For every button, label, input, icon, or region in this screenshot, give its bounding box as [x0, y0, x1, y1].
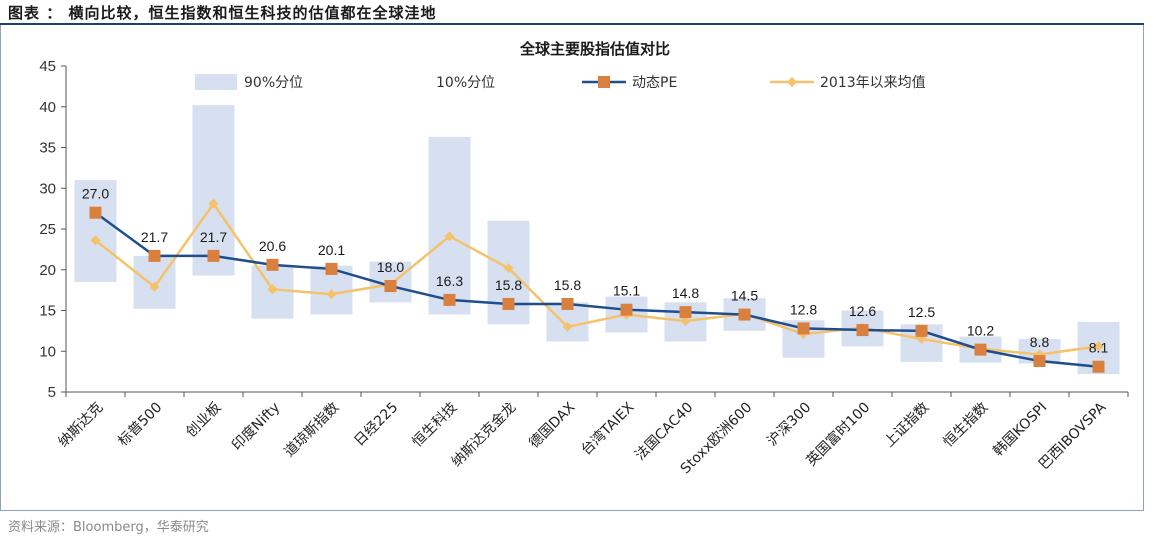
x-tick-label: 创业板 — [183, 400, 224, 441]
legend-label: 动态PE — [632, 75, 677, 91]
x-tick-label: 台湾TAIEX — [578, 399, 638, 459]
pe-line — [94, 211, 1099, 368]
chart-legend: 90%分位 10%分位 动态PE 2013年以来均值 — [195, 74, 926, 91]
data-label: 14.8 — [672, 285, 699, 301]
legend-label: 90%分位 — [244, 75, 303, 91]
x-tick-label: 日经225 — [351, 400, 401, 450]
x-tick-label: 法国CAC40 — [632, 400, 696, 464]
chart-title: 全球主要股指估值对比 — [519, 40, 670, 58]
mean-marker — [267, 284, 278, 295]
pe-marker — [974, 343, 987, 356]
data-label: 14.5 — [731, 288, 758, 304]
x-tick-label: 道琼斯指数 — [282, 400, 343, 461]
y-tick-label: 40 — [39, 99, 56, 116]
legend-label: 10%分位 — [436, 75, 495, 91]
y-tick-label: 30 — [39, 180, 56, 197]
pe-marker — [325, 262, 338, 275]
data-label: 15.8 — [495, 277, 522, 293]
legend-marker-mean — [787, 77, 797, 87]
x-tick-label: 德国DAX — [526, 399, 578, 451]
x-tick-label: 英国富时100 — [803, 399, 874, 470]
pe-marker — [797, 322, 810, 335]
header-divider — [0, 23, 1144, 25]
x-tick-label: 恒生科技 — [409, 400, 460, 451]
pe-marker — [89, 206, 102, 219]
y-tick-label: 45 — [39, 58, 56, 75]
x-tick-label: 上证指数 — [881, 400, 932, 451]
pe-marker — [502, 297, 515, 310]
y-tick-label: 20 — [39, 262, 56, 279]
x-tick-label: 韩国KOSPI — [990, 400, 1050, 460]
mean-line — [94, 201, 1099, 356]
percentile-band — [428, 136, 471, 315]
legend-label: 2013年以来均值 — [820, 75, 926, 91]
plot-area: 5 10 15 20 25 30 35 40 45 纳斯达克 标普500 创业板 印度Nifty道琼斯指… — [39, 58, 1129, 477]
percentile-band — [192, 105, 235, 276]
mean-marker — [503, 263, 514, 274]
data-label: 12.5 — [908, 304, 935, 320]
source-note: 资料来源：Bloomberg，华泰研究 — [8, 520, 209, 535]
data-label: 20.6 — [259, 238, 286, 254]
pe-marker — [738, 308, 751, 321]
mean-marker — [326, 289, 337, 300]
mean-marker — [90, 235, 101, 246]
data-label: 21.7 — [200, 229, 227, 245]
data-label: 15.8 — [554, 277, 581, 293]
y-tick-label: 35 — [39, 140, 56, 157]
data-label: 20.1 — [318, 242, 345, 258]
pe-marker — [266, 258, 279, 271]
pe-marker — [915, 324, 928, 337]
page-title: 图表 ： 横向比较，恒生指数和恒生科技的估值都在全球洼地 — [8, 4, 437, 22]
percentile-band — [74, 180, 117, 282]
pe-marker — [207, 249, 220, 262]
data-label: 8.1 — [1089, 340, 1109, 356]
y-tick-label: 5 — [48, 384, 56, 401]
pe-marker — [856, 324, 869, 337]
pe-marker — [561, 297, 574, 310]
data-label: 12.8 — [790, 301, 817, 317]
pe-marker — [679, 306, 692, 319]
mean-marker — [444, 231, 455, 242]
mean-marker — [680, 316, 691, 327]
pe-marker — [384, 280, 397, 293]
x-tick-label: 恒生指数 — [940, 400, 991, 451]
mean-marker — [562, 321, 573, 332]
x-tick-label: 标普500 — [115, 400, 165, 450]
x-tick-label: 印度Nifty — [229, 400, 283, 454]
x-tick-label: 纳斯达克 — [55, 400, 106, 451]
footer-divider — [0, 510, 1144, 511]
pe-marker — [443, 293, 456, 306]
mean-marker — [1093, 341, 1104, 352]
data-label: 8.8 — [1030, 334, 1050, 350]
mean-marker — [208, 198, 219, 209]
y-tick-label: 10 — [39, 343, 56, 360]
chart-frame — [0, 25, 1144, 510]
pe-marker — [1092, 360, 1105, 373]
data-label: 18.0 — [377, 259, 404, 275]
data-label: 15.1 — [613, 283, 640, 299]
pe-marker — [620, 303, 633, 316]
data-label: 12.6 — [849, 303, 876, 319]
legend-swatch-90 — [195, 74, 237, 90]
data-label: 10.2 — [967, 323, 994, 339]
mean-marker — [149, 281, 160, 292]
y-tick-label: 25 — [39, 221, 56, 238]
legend-marker-pe — [598, 76, 610, 88]
x-tick-label: 沪深300 — [764, 400, 814, 450]
pe-marker — [1033, 355, 1046, 368]
y-tick-label: 15 — [39, 303, 56, 320]
pe-marker — [148, 249, 161, 262]
data-label: 21.7 — [141, 229, 168, 245]
data-label: 16.3 — [436, 273, 463, 289]
data-label: 27.0 — [82, 186, 109, 202]
